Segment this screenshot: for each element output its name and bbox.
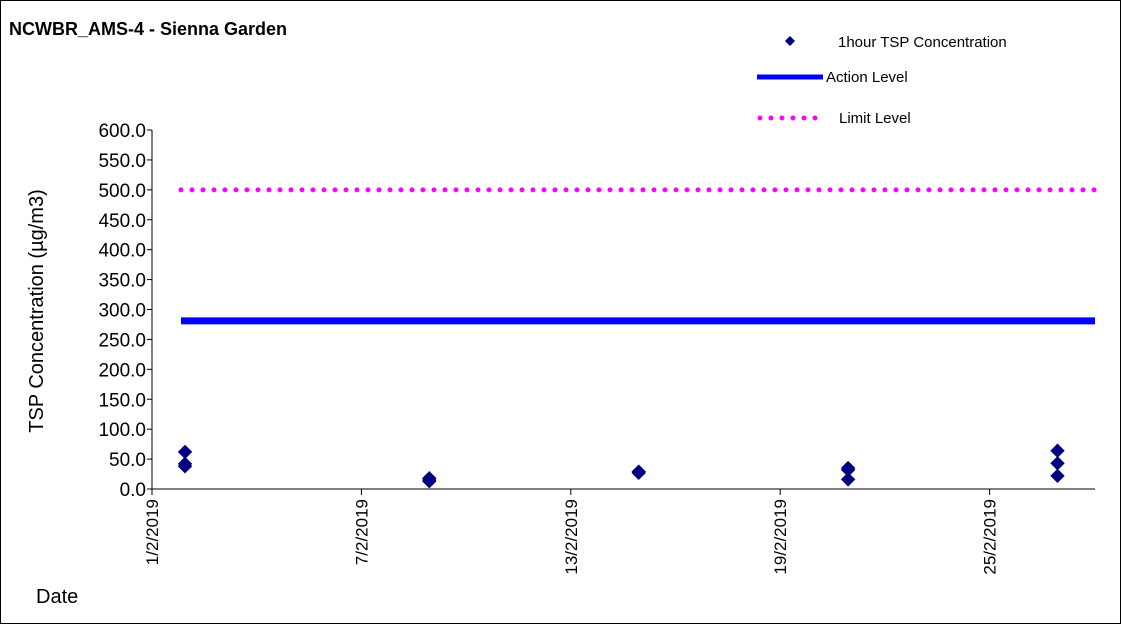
y-axis-label: TSP Concentration (µg/m3) — [26, 189, 48, 432]
data-point — [1050, 456, 1065, 471]
data-point — [177, 459, 193, 474]
legend: 1hour TSP Concentration Action Level Lim… — [757, 34, 1007, 127]
y-tick-label: 450.0 — [98, 211, 146, 232]
x-tick-label: 25/2/2019 — [981, 499, 1000, 575]
y-tick-label: 400.0 — [98, 241, 146, 262]
data-point — [177, 444, 193, 460]
y-tick-label: 50.0 — [109, 450, 146, 471]
data-point — [422, 474, 437, 489]
y-tick-label: 600.0 — [98, 121, 146, 142]
legend-label-1hour-tsp: 1hour TSP Concentration — [838, 34, 1007, 51]
y-tick-label: 300.0 — [98, 301, 146, 322]
y-tick-label: 550.0 — [98, 151, 146, 172]
data-points — [177, 443, 1065, 489]
y-tick-labels: 0.0 50.0 100.0 150.0 200.0 250.0 300.0 350.0 400… — [98, 121, 146, 501]
data-point — [1050, 468, 1065, 484]
y-tick-label: 0.0 — [120, 480, 146, 501]
x-tick-label: 1/2/2019 — [143, 499, 162, 565]
legend-marker-1hour-tsp — [785, 36, 795, 46]
y-tick-label: 100.0 — [98, 420, 146, 441]
axes — [147, 129, 1095, 495]
y-tick-label: 200.0 — [98, 360, 146, 381]
y-tick-label: 250.0 — [98, 330, 146, 351]
y-tick-label: 500.0 — [98, 181, 146, 202]
x-tick-labels: 1/2/2019 7/2/2019 13/2/2019 19/2/2019 25/2/2… — [143, 499, 1000, 575]
data-point — [631, 465, 646, 481]
chart-title: NCWBR_AMS-4 - Sienna Garden — [9, 19, 287, 39]
x-tick-label: 13/2/2019 — [562, 499, 581, 575]
data-point — [840, 472, 856, 487]
legend-label-limit-level: Limit Level — [839, 110, 911, 127]
data-point — [1050, 443, 1065, 458]
y-tick-label: 350.0 — [98, 271, 146, 292]
level-lines — [178, 187, 1098, 325]
legend-label-action-level: Action Level — [826, 69, 908, 86]
x-axis-label: Date — [36, 586, 78, 608]
y-tick-label: 150.0 — [98, 390, 146, 411]
x-tick-label: 19/2/2019 — [771, 499, 790, 575]
x-tick-label: 7/2/2019 — [352, 499, 371, 565]
